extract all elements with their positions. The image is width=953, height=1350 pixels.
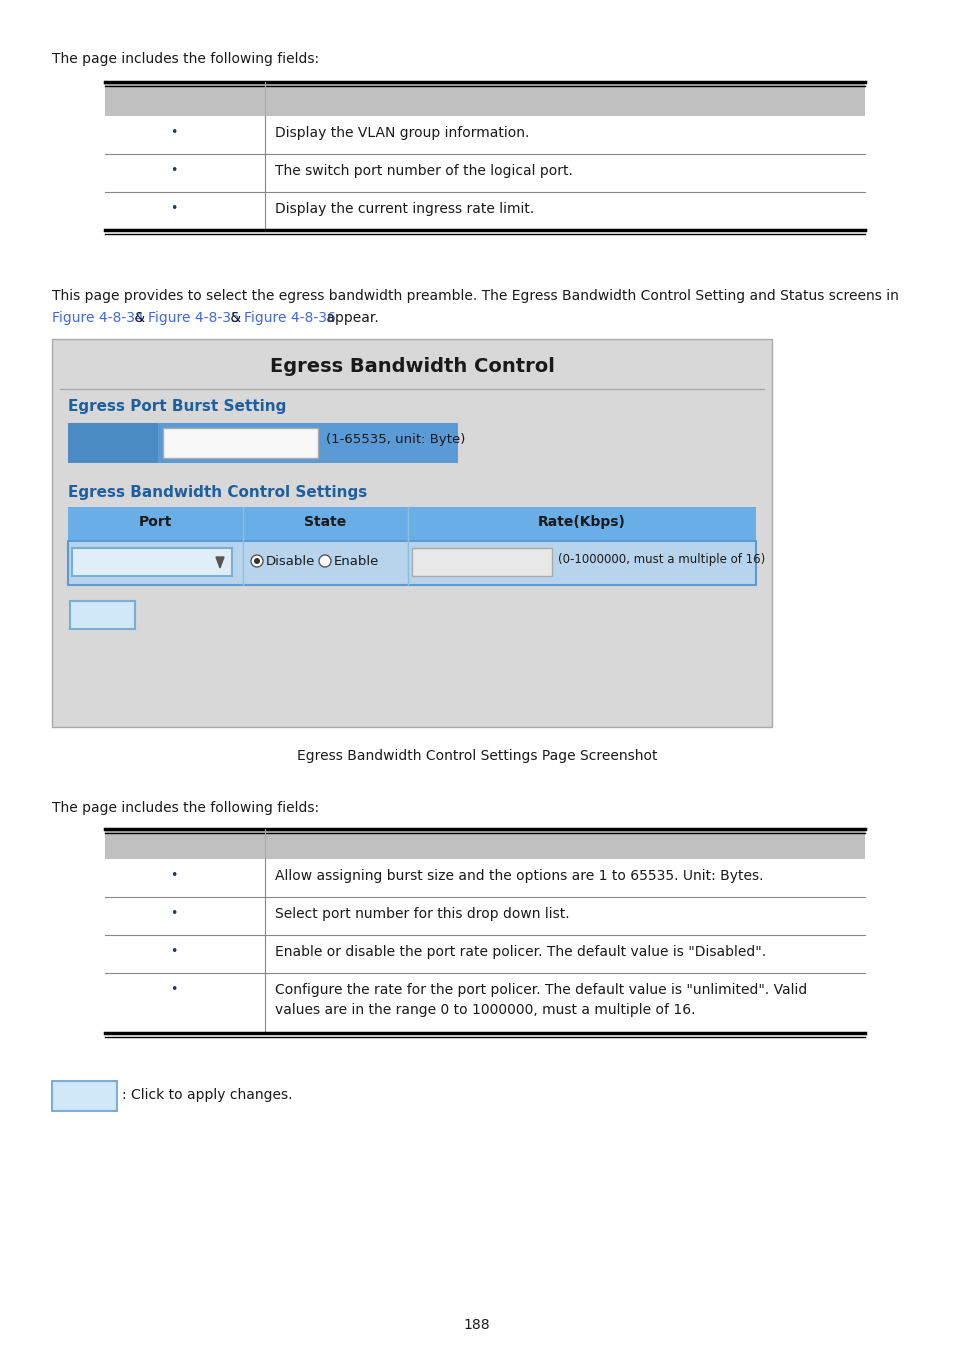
Bar: [105, 936, 864, 973]
Polygon shape: [215, 558, 224, 568]
Text: The page includes the following fields:: The page includes the following fields:: [52, 801, 319, 815]
Text: Figure 4-8-35: Figure 4-8-35: [148, 310, 239, 325]
Bar: [412, 548, 552, 576]
Bar: [68, 423, 158, 463]
Text: Disable: Disable: [266, 555, 315, 568]
Text: Figure 4-8-34: Figure 4-8-34: [52, 310, 144, 325]
Text: The page includes the following fields:: The page includes the following fields:: [52, 53, 319, 66]
Text: Figure 4-8-36: Figure 4-8-36: [244, 310, 335, 325]
Bar: [105, 192, 864, 230]
Text: Apply: Apply: [62, 1088, 106, 1102]
Bar: [105, 116, 864, 154]
Text: •: •: [170, 869, 177, 882]
Text: •: •: [170, 126, 177, 139]
Text: Rate(Kbps): Rate(Kbps): [537, 514, 625, 529]
Bar: [105, 973, 864, 1033]
Text: •: •: [170, 907, 177, 919]
Text: (1-65535, unit: Byte): (1-65535, unit: Byte): [326, 433, 465, 446]
Bar: [52, 339, 771, 728]
Text: Egress Bandwidth Control Settings Page Screenshot: Egress Bandwidth Control Settings Page S…: [296, 749, 657, 763]
Text: (0-1000000, must a multiple of 16): (0-1000000, must a multiple of 16): [558, 554, 764, 566]
Text: State: State: [304, 514, 346, 529]
Circle shape: [251, 555, 263, 567]
Bar: [105, 82, 864, 116]
Text: •: •: [170, 983, 177, 996]
Text: Display the VLAN group information.: Display the VLAN group information.: [274, 126, 529, 140]
Circle shape: [318, 555, 331, 567]
Circle shape: [253, 558, 260, 564]
Text: •: •: [170, 163, 177, 177]
Text: •: •: [170, 202, 177, 215]
Bar: [68, 423, 457, 463]
Text: Egress Port Burst Setting: Egress Port Burst Setting: [68, 400, 286, 414]
Text: values are in the range 0 to 1000000, must a multiple of 16.: values are in the range 0 to 1000000, mu…: [274, 1003, 695, 1017]
Text: 188: 188: [463, 1318, 490, 1332]
Text: Egress Bandwidth Control: Egress Bandwidth Control: [270, 356, 554, 377]
Bar: [105, 859, 864, 896]
Text: Port: Port: [138, 514, 172, 529]
Text: The switch port number of the logical port.: The switch port number of the logical po…: [274, 163, 572, 178]
Bar: [68, 541, 755, 585]
Text: : Click to apply changes.: : Click to apply changes.: [122, 1088, 293, 1102]
Text: appear.: appear.: [322, 310, 378, 325]
Bar: [70, 601, 135, 629]
Text: Enable: Enable: [334, 555, 379, 568]
Text: Allow assigning burst size and the options are 1 to 65535. Unit: Bytes.: Allow assigning burst size and the optio…: [274, 869, 762, 883]
Bar: [68, 508, 755, 541]
Bar: [105, 154, 864, 192]
Bar: [105, 829, 864, 859]
Text: Apply: Apply: [80, 608, 124, 621]
Text: &: &: [226, 310, 245, 325]
Text: Egress Bandwidth Control Settings: Egress Bandwidth Control Settings: [68, 485, 367, 500]
Text: Display the current ingress rate limit.: Display the current ingress rate limit.: [274, 202, 534, 216]
Bar: [52, 1081, 117, 1111]
Text: Burst Size: Burst Size: [70, 433, 149, 448]
Text: Select Ports: Select Ports: [80, 554, 158, 566]
Bar: [163, 428, 317, 458]
Text: •: •: [170, 945, 177, 958]
Bar: [105, 896, 864, 936]
Text: This page provides to select the egress bandwidth preamble. The Egress Bandwidth: This page provides to select the egress …: [52, 289, 898, 302]
Bar: [71, 548, 232, 576]
Text: Configure the rate for the port policer. The default value is "unlimited". Valid: Configure the rate for the port policer.…: [274, 983, 806, 998]
Text: &: &: [130, 310, 150, 325]
Text: Enable or disable the port rate policer. The default value is "Disabled".: Enable or disable the port rate policer.…: [274, 945, 765, 958]
Text: Select port number for this drop down list.: Select port number for this drop down li…: [274, 907, 569, 921]
